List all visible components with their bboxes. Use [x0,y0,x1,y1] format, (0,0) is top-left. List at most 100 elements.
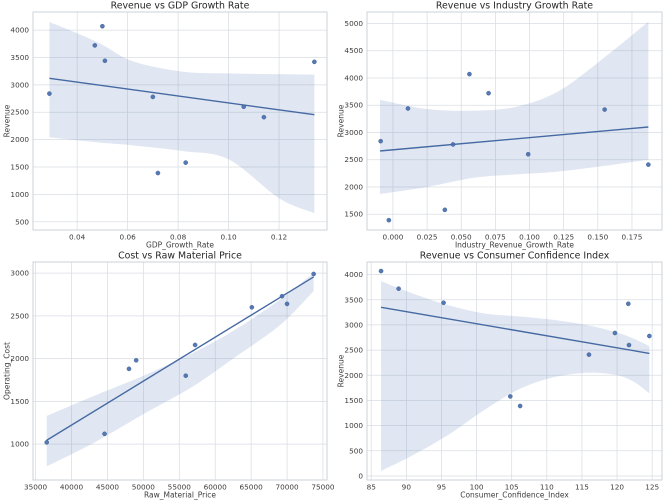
plot-area [33,12,327,230]
data-point [102,431,107,437]
x-axis-label: Industry_Revenue_Growth_Rate [455,241,574,250]
data-point [467,71,472,77]
regression-line [379,126,649,152]
data-point [261,114,267,120]
data-point [517,403,523,409]
plot-border [366,261,663,481]
x-axis-label: Raw_Material_Price [144,491,216,500]
x-tick-label: 35000 [24,483,48,492]
data-point [507,394,513,399]
x-tick-label: 75000 [311,483,334,492]
x-tick-label: 95 [437,483,446,492]
y-axis-label: Revenue [337,354,346,387]
y-tick-label: 1500 [344,396,363,405]
plot-area [367,12,662,230]
data-point [396,286,401,291]
data-point [378,138,383,144]
chart-title: Revenue vs Consumer Confidence Index [420,251,610,262]
x-tick-label: 0.10 [220,233,237,242]
confidence-band [379,21,649,195]
regression-line [380,306,650,355]
data-point [441,300,446,306]
x-tick-label: 55000 [168,483,192,492]
data-point [450,142,456,147]
x-tick-label: 100 [470,483,484,492]
data-point [525,151,531,157]
data-point [155,170,161,176]
y-tick-label: 5000 [344,19,363,28]
y-tick-label: 2500 [10,311,29,320]
data-point [378,268,384,274]
x-tick-label: 60000 [204,483,228,492]
y-tick-label: 2500 [344,155,363,164]
y-tick-label: 0 [358,471,363,480]
x-tick-label: 125 [645,483,659,492]
data-point [386,217,392,223]
x-tick-label: 90 [402,483,412,492]
chart-revenue-vs-gdp-growth-rate: 0.04 0.06 0.08 0.10 0.12 500 1000 1500 2000 2500 3… [3,1,328,250]
data-point [625,301,631,307]
y-tick-label: 3000 [10,269,29,278]
y-tick-label: 4500 [344,46,363,55]
x-tick-label: 0.075 [485,233,506,242]
chart-revenue-vs-consumer-confidence-index: 85 90 95 100 105 110 115 120 125 0 500 1000 1500 2000… [337,251,663,500]
y-tick-label: 500 [349,446,363,455]
x-axis-label: GDP_Growth_Rate [146,241,214,250]
x-axis-label: Consumer_Confidence_Index [460,491,569,500]
data-point [183,160,188,165]
data-point [405,106,411,111]
data-point [249,305,255,310]
x-tick-label: 0.150 [587,233,608,242]
data-point [192,342,198,348]
y-tick-label: 2000 [10,135,29,144]
x-tick-label: 85 [367,483,376,492]
x-tick-label: 0.06 [120,233,137,242]
chart-title: Cost vs Raw Material Price [118,251,242,262]
plot-border [366,11,663,231]
y-tick-label: 1500 [344,210,363,219]
data-point [100,23,105,29]
data-point [586,352,592,357]
x-tick-label: 110 [540,483,554,492]
data-point [126,366,132,372]
x-tick-label: 120 [610,483,624,492]
data-point [612,330,618,336]
y-tick-label: 1500 [10,397,29,406]
data-point [133,358,139,363]
y-tick-label: 3000 [344,320,363,329]
chart-revenue-vs-industry-growth-rate: 0.000 0.025 0.050 0.075 0.100 0.125 0.150 0.175… [337,1,663,250]
y-tick-label: 1000 [10,440,29,449]
x-tick-label: 115 [575,483,589,492]
data-point [647,333,652,339]
chart-cost-vs-raw-material-price: 35000 40000 45000 50000 55000 60000 65000 70000… [3,251,335,500]
x-tick-label: 45000 [96,483,120,492]
x-tick-label: 105 [505,483,519,492]
y-tick-label: 1000 [10,190,29,199]
y-tick-label: 2000 [344,182,363,191]
data-point [92,43,98,48]
plot-border [32,11,328,231]
data-point [626,342,632,348]
chart-title: Revenue vs GDP Growth Rate [111,1,250,12]
y-axis-label: Revenue [337,104,346,137]
y-tick-label: 3500 [10,53,29,62]
data-point [311,271,316,277]
data-point [279,293,285,299]
x-tick-label: 40000 [60,483,84,492]
y-tick-label: 2000 [10,354,29,363]
confidence-band [381,281,650,471]
x-tick-label: 50000 [132,483,156,492]
x-tick-label: 0.04 [69,233,86,242]
x-tick-label: 0.125 [553,233,574,242]
y-tick-label: 1500 [10,163,29,172]
x-tick-label: 0.050 [451,233,472,242]
x-tick-label: 0.100 [519,233,540,242]
data-point [284,301,290,307]
confidence-band [49,21,315,214]
y-tick-label: 4000 [344,73,363,82]
x-tick-label: 0.08 [170,233,187,242]
x-tick-label: 0.12 [271,233,287,242]
y-tick-label: 2500 [344,346,363,355]
y-tick-label: 4000 [344,270,363,279]
